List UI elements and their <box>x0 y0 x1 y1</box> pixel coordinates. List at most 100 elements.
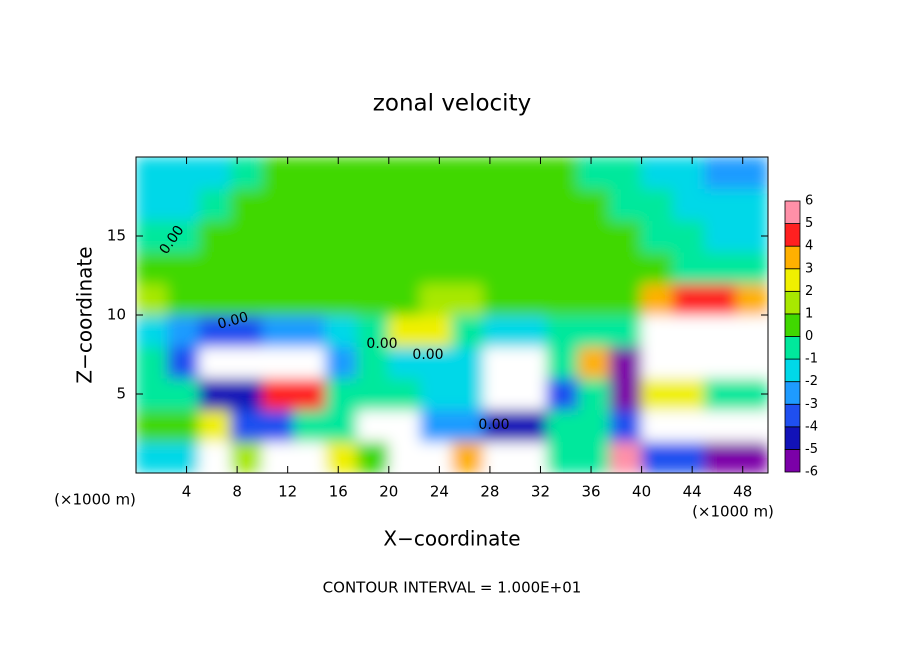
heat-cell <box>609 219 643 253</box>
colorbar-swatch <box>784 403 801 428</box>
heat-cell <box>419 282 453 316</box>
contour-label: 0.00 <box>366 336 397 352</box>
colorbar-swatch <box>784 223 801 247</box>
x-tick-label: 44 <box>683 483 702 501</box>
heat-cell <box>356 409 390 442</box>
colorbar-tick-label: 4 <box>805 239 813 254</box>
heat-cell <box>735 251 768 284</box>
heat-cell <box>609 251 643 284</box>
heat-cell <box>261 219 295 253</box>
colorbar-swatch <box>784 426 801 450</box>
heat-cell <box>514 188 548 221</box>
heat-cell <box>230 157 263 190</box>
colorbar-tick-label: 2 <box>805 284 813 299</box>
heat-cell <box>609 440 643 473</box>
x-tick-label: 12 <box>278 483 297 501</box>
heat-cell <box>577 377 611 411</box>
heat-cell <box>546 282 579 316</box>
heat-cell <box>293 251 327 284</box>
heat-cell <box>672 219 706 253</box>
heat-cell <box>230 314 263 348</box>
heat-cell <box>293 157 327 190</box>
heat-cell <box>198 346 232 379</box>
contour-label: 0.00 <box>216 309 250 333</box>
colorbar-tick-label: -6 <box>805 465 818 480</box>
heat-cell <box>451 157 485 190</box>
heat-cell <box>356 377 390 411</box>
heat-cell <box>198 251 232 284</box>
x-tick-label: 24 <box>430 483 449 501</box>
heat-cell <box>419 251 453 284</box>
heat-cell <box>514 377 548 411</box>
heat-cell <box>261 440 295 473</box>
heat-cell <box>325 346 358 379</box>
heat-cell <box>609 282 643 316</box>
heat-cell <box>483 251 516 284</box>
heat-cell <box>261 251 295 284</box>
heat-cell <box>546 251 579 284</box>
heat-cell <box>356 219 390 253</box>
colorbar-tick-label: 0 <box>805 329 813 344</box>
heat-cell <box>230 282 263 316</box>
heat-cell <box>451 188 485 221</box>
heatmap-cells <box>136 157 768 473</box>
x-tick-label: 32 <box>531 483 550 501</box>
heat-cell <box>167 251 200 284</box>
heat-cell <box>261 157 295 190</box>
heat-cell <box>325 188 358 221</box>
heat-cell <box>419 314 453 348</box>
heat-cell <box>325 251 358 284</box>
heat-cell <box>609 157 643 190</box>
heat-cell <box>419 219 453 253</box>
heat-cell <box>514 440 548 473</box>
heat-cell <box>546 157 579 190</box>
heat-cell <box>136 409 169 442</box>
heat-cell <box>167 188 200 221</box>
heat-cell <box>546 377 579 411</box>
x-tick-label: 48 <box>733 483 752 501</box>
contour-label: 0.00 <box>412 347 443 363</box>
heat-cell <box>514 219 548 253</box>
heat-cell <box>167 314 200 348</box>
heat-cell <box>672 314 706 348</box>
heat-cell <box>609 409 643 442</box>
heat-cell <box>546 346 579 379</box>
heat-cell <box>198 409 232 442</box>
x-tick-label: 40 <box>632 483 651 501</box>
heat-cell <box>261 346 295 379</box>
heat-cell <box>167 346 200 379</box>
colorbar-tick-label: -5 <box>805 442 818 457</box>
heat-cell <box>483 314 516 348</box>
footer-note: CONTOUR INTERVAL = 1.000E+01 <box>323 579 582 597</box>
heat-cell <box>514 314 548 348</box>
heat-cell <box>735 282 768 316</box>
colorbar-swatch <box>784 336 801 360</box>
heat-cell <box>388 219 421 253</box>
heat-cell <box>672 157 706 190</box>
heat-cell <box>293 377 327 411</box>
heat-cell <box>672 409 706 442</box>
heat-cell <box>325 282 358 316</box>
colorbar-swatch <box>784 245 801 270</box>
heat-cell <box>704 157 737 190</box>
heat-cell <box>230 377 263 411</box>
heat-cell <box>735 440 768 473</box>
heat-cell <box>419 409 453 442</box>
heat-cell <box>198 282 232 316</box>
heat-cell <box>356 157 390 190</box>
heat-cell <box>325 157 358 190</box>
y-tick-label: 5 <box>116 385 126 403</box>
colorbar-tick-label: -4 <box>805 419 818 434</box>
heat-cell <box>514 251 548 284</box>
heat-cell <box>419 377 453 411</box>
heat-cell <box>641 157 674 190</box>
heat-cell <box>388 282 421 316</box>
heat-cell <box>388 188 421 221</box>
heat-cell <box>261 282 295 316</box>
colorbar-tick-label: -2 <box>805 374 818 389</box>
heat-cell <box>735 346 768 379</box>
heat-cell <box>672 282 706 316</box>
heat-cell <box>704 346 737 379</box>
heat-cell <box>230 188 263 221</box>
